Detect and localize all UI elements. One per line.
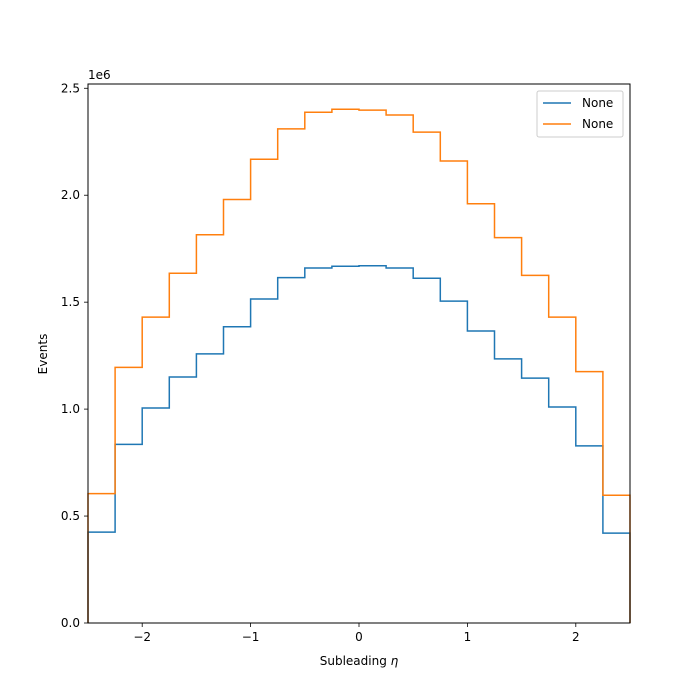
series-line-2 bbox=[87, 108, 631, 623]
x-axis: −2 −1 0 1 2 bbox=[133, 623, 580, 644]
series-line-1 bbox=[87, 265, 631, 623]
y-axis-title: Events bbox=[36, 334, 50, 375]
x-tick-label: 0 bbox=[355, 630, 363, 644]
x-axis-symbol: η bbox=[391, 654, 399, 668]
x-axis-label: Subleading bbox=[320, 654, 387, 668]
x-axis-title: Subleading η bbox=[320, 654, 399, 668]
x-tick-label: −2 bbox=[133, 630, 151, 644]
y-tick-label: 2.0 bbox=[61, 188, 80, 202]
y-tick-label: 0.0 bbox=[61, 616, 80, 630]
legend: None None bbox=[536, 90, 624, 138]
x-tick-label: −1 bbox=[242, 630, 260, 644]
y-offset-label: 1e6 bbox=[88, 68, 111, 82]
legend-label-2: None bbox=[582, 117, 613, 131]
legend-label-1: None bbox=[582, 96, 613, 110]
x-tick-label: 2 bbox=[572, 630, 580, 644]
y-tick-label: 0.5 bbox=[61, 509, 80, 523]
series-layer bbox=[87, 108, 631, 623]
y-axis: 0.0 0.5 1.0 1.5 2.0 2.5 bbox=[61, 81, 88, 630]
y-tick-label: 2.5 bbox=[61, 81, 80, 95]
y-tick-label: 1.5 bbox=[61, 295, 80, 309]
y-tick-label: 1.0 bbox=[61, 402, 80, 416]
x-tick-label: 1 bbox=[464, 630, 472, 644]
